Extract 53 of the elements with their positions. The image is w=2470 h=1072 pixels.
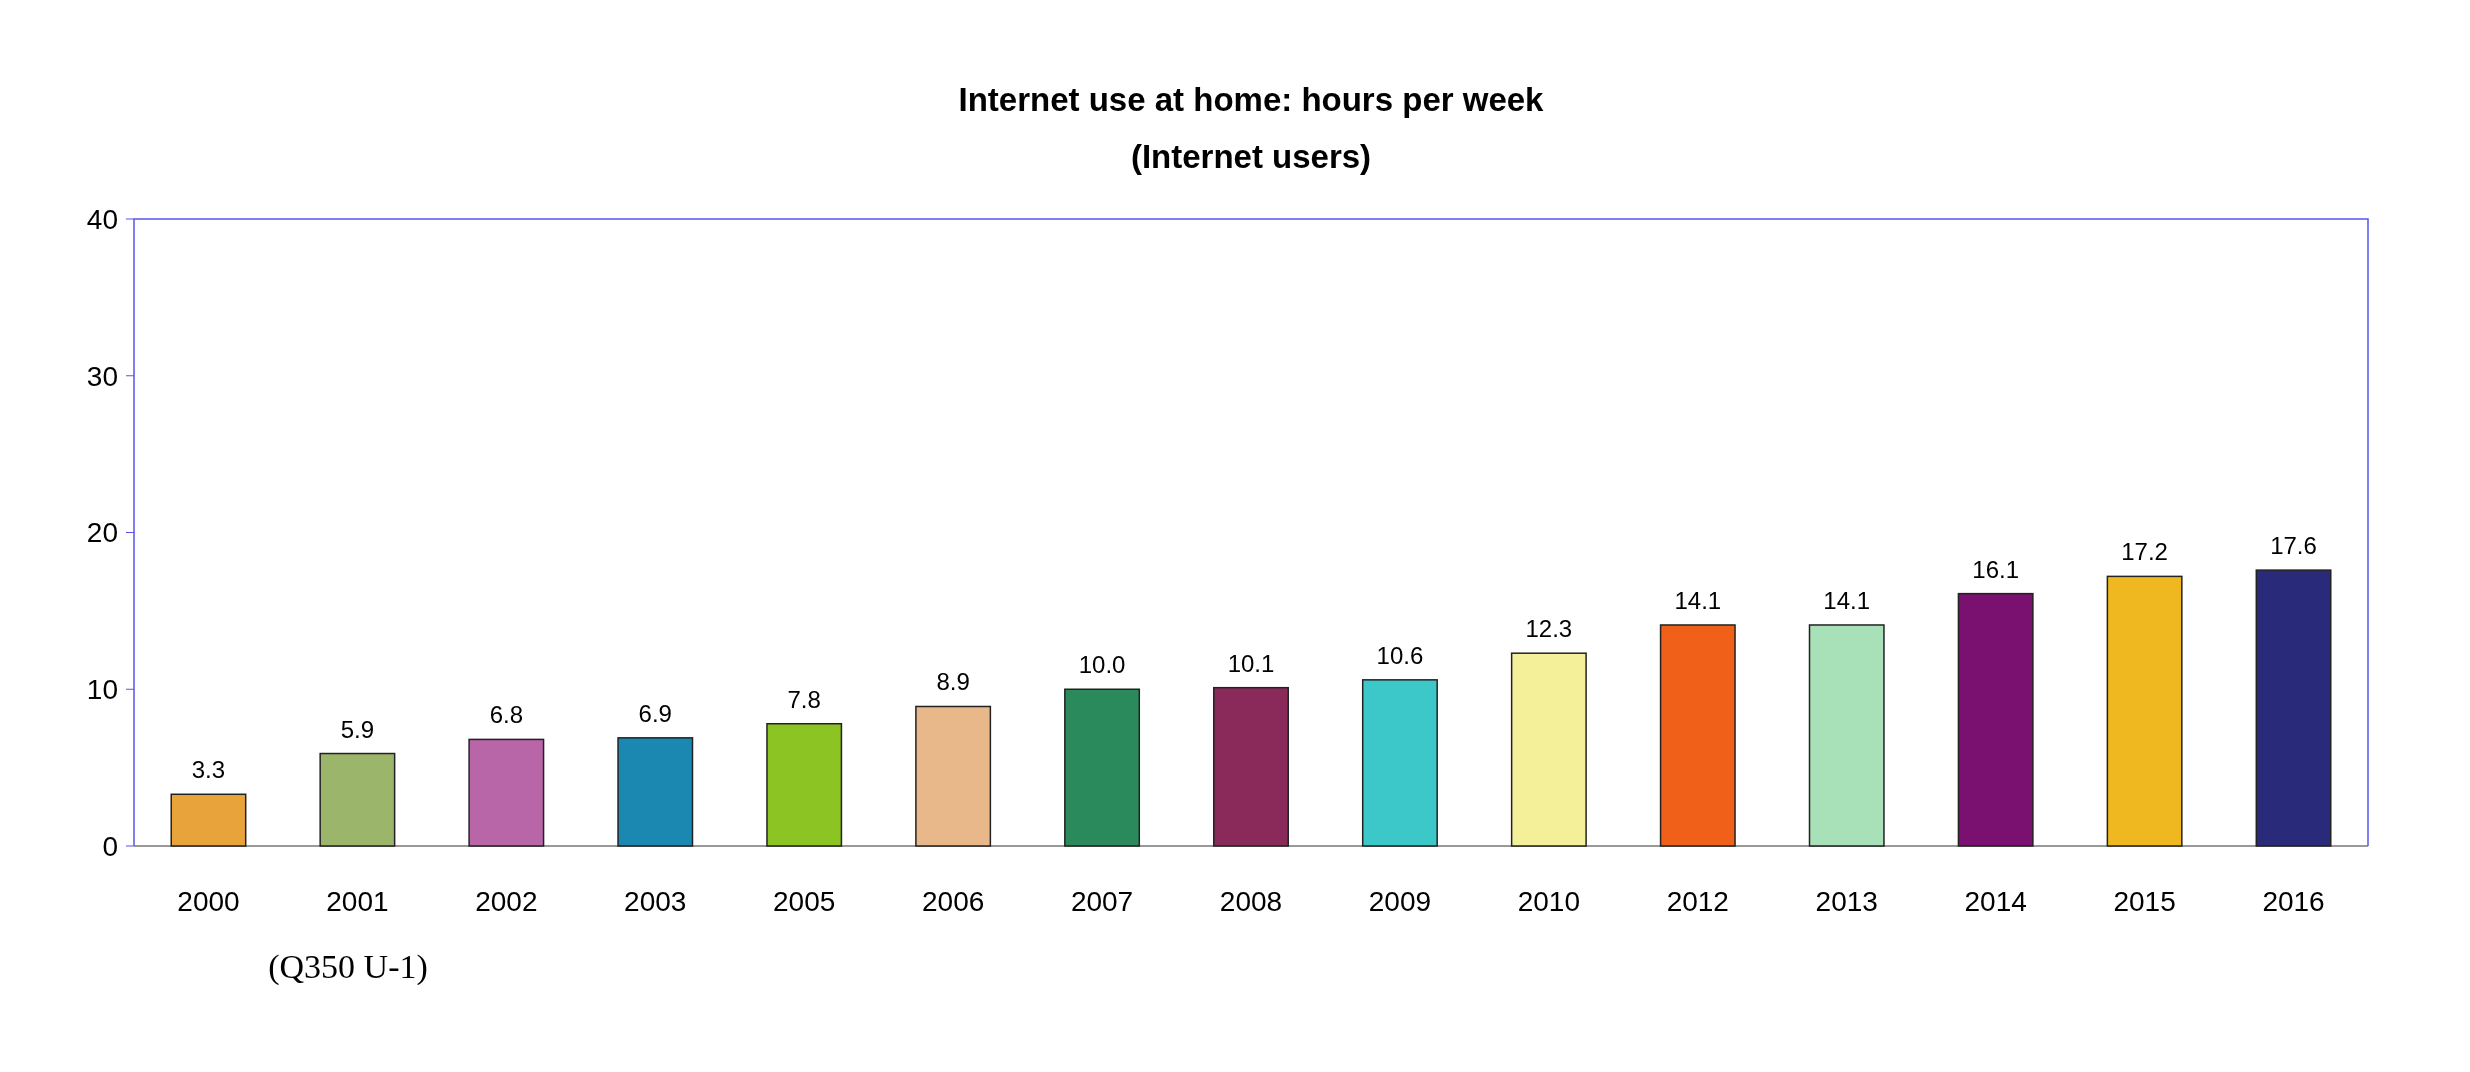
bar (1808, 624, 1885, 847)
data-label: 16.1 (1972, 555, 2020, 583)
y-tick-label: 40 (86, 203, 118, 235)
x-tick-label: 2002 (475, 885, 538, 917)
y-tick-label: 20 (86, 517, 118, 549)
x-tick-label: 2013 (1815, 885, 1878, 917)
y-tick-label: 10 (86, 674, 118, 706)
x-tick-label: 2012 (1666, 885, 1729, 917)
data-label: 10.0 (1078, 651, 1126, 679)
x-tick-label: 2000 (177, 885, 240, 917)
bar (617, 737, 694, 847)
x-tick-label: 2008 (1219, 885, 1283, 917)
bar (1659, 624, 1736, 847)
data-label: 10.6 (1376, 641, 1424, 669)
bar (915, 705, 992, 847)
x-tick-label: 2015 (2113, 885, 2176, 917)
bar (468, 738, 545, 847)
x-tick-label: 2014 (1964, 885, 2027, 917)
x-tick-label: 2005 (773, 885, 836, 917)
x-tick-label: 2010 (1517, 885, 1581, 917)
data-label: 17.6 (2270, 532, 2317, 560)
chart-subtitle: (Internet users) (1130, 138, 1372, 175)
x-tick-label: 2006 (921, 885, 985, 917)
data-label: 10.1 (1227, 649, 1275, 677)
data-label: 17.2 (2121, 538, 2168, 566)
bar (1213, 686, 1289, 847)
x-tick-label: 2016 (2262, 885, 2325, 917)
bar (766, 722, 843, 847)
bar (1957, 592, 2034, 847)
data-label: 8.9 (936, 668, 970, 696)
data-label: 14.1 (1674, 586, 1722, 614)
y-tick-label: 0 (102, 830, 118, 862)
text: (Q350 U-1) (268, 947, 428, 986)
bar (2106, 575, 2183, 847)
x-tick-label: 2003 (624, 885, 687, 917)
bar (1361, 679, 1438, 847)
x-tick-label: 2009 (1368, 885, 1432, 917)
data-label: 6.9 (638, 699, 672, 727)
data-label: 7.8 (787, 685, 821, 713)
data-label: 12.3 (1525, 615, 1573, 643)
bar (1510, 652, 1587, 847)
bar (1064, 688, 1141, 847)
data-label: 5.9 (340, 715, 375, 743)
y-tick-label: 30 (86, 360, 118, 392)
bar (170, 793, 247, 847)
x-tick-label: 2007 (1070, 885, 1134, 917)
data-label: 6.8 (489, 701, 524, 729)
bar (319, 752, 396, 847)
bar (2255, 569, 2332, 847)
x-tick-label: 2001 (326, 885, 389, 917)
data-label: 14.1 (1823, 586, 1871, 614)
chart-title: Internet use at home: hours per week (958, 81, 1545, 118)
data-label: 3.3 (191, 756, 226, 784)
